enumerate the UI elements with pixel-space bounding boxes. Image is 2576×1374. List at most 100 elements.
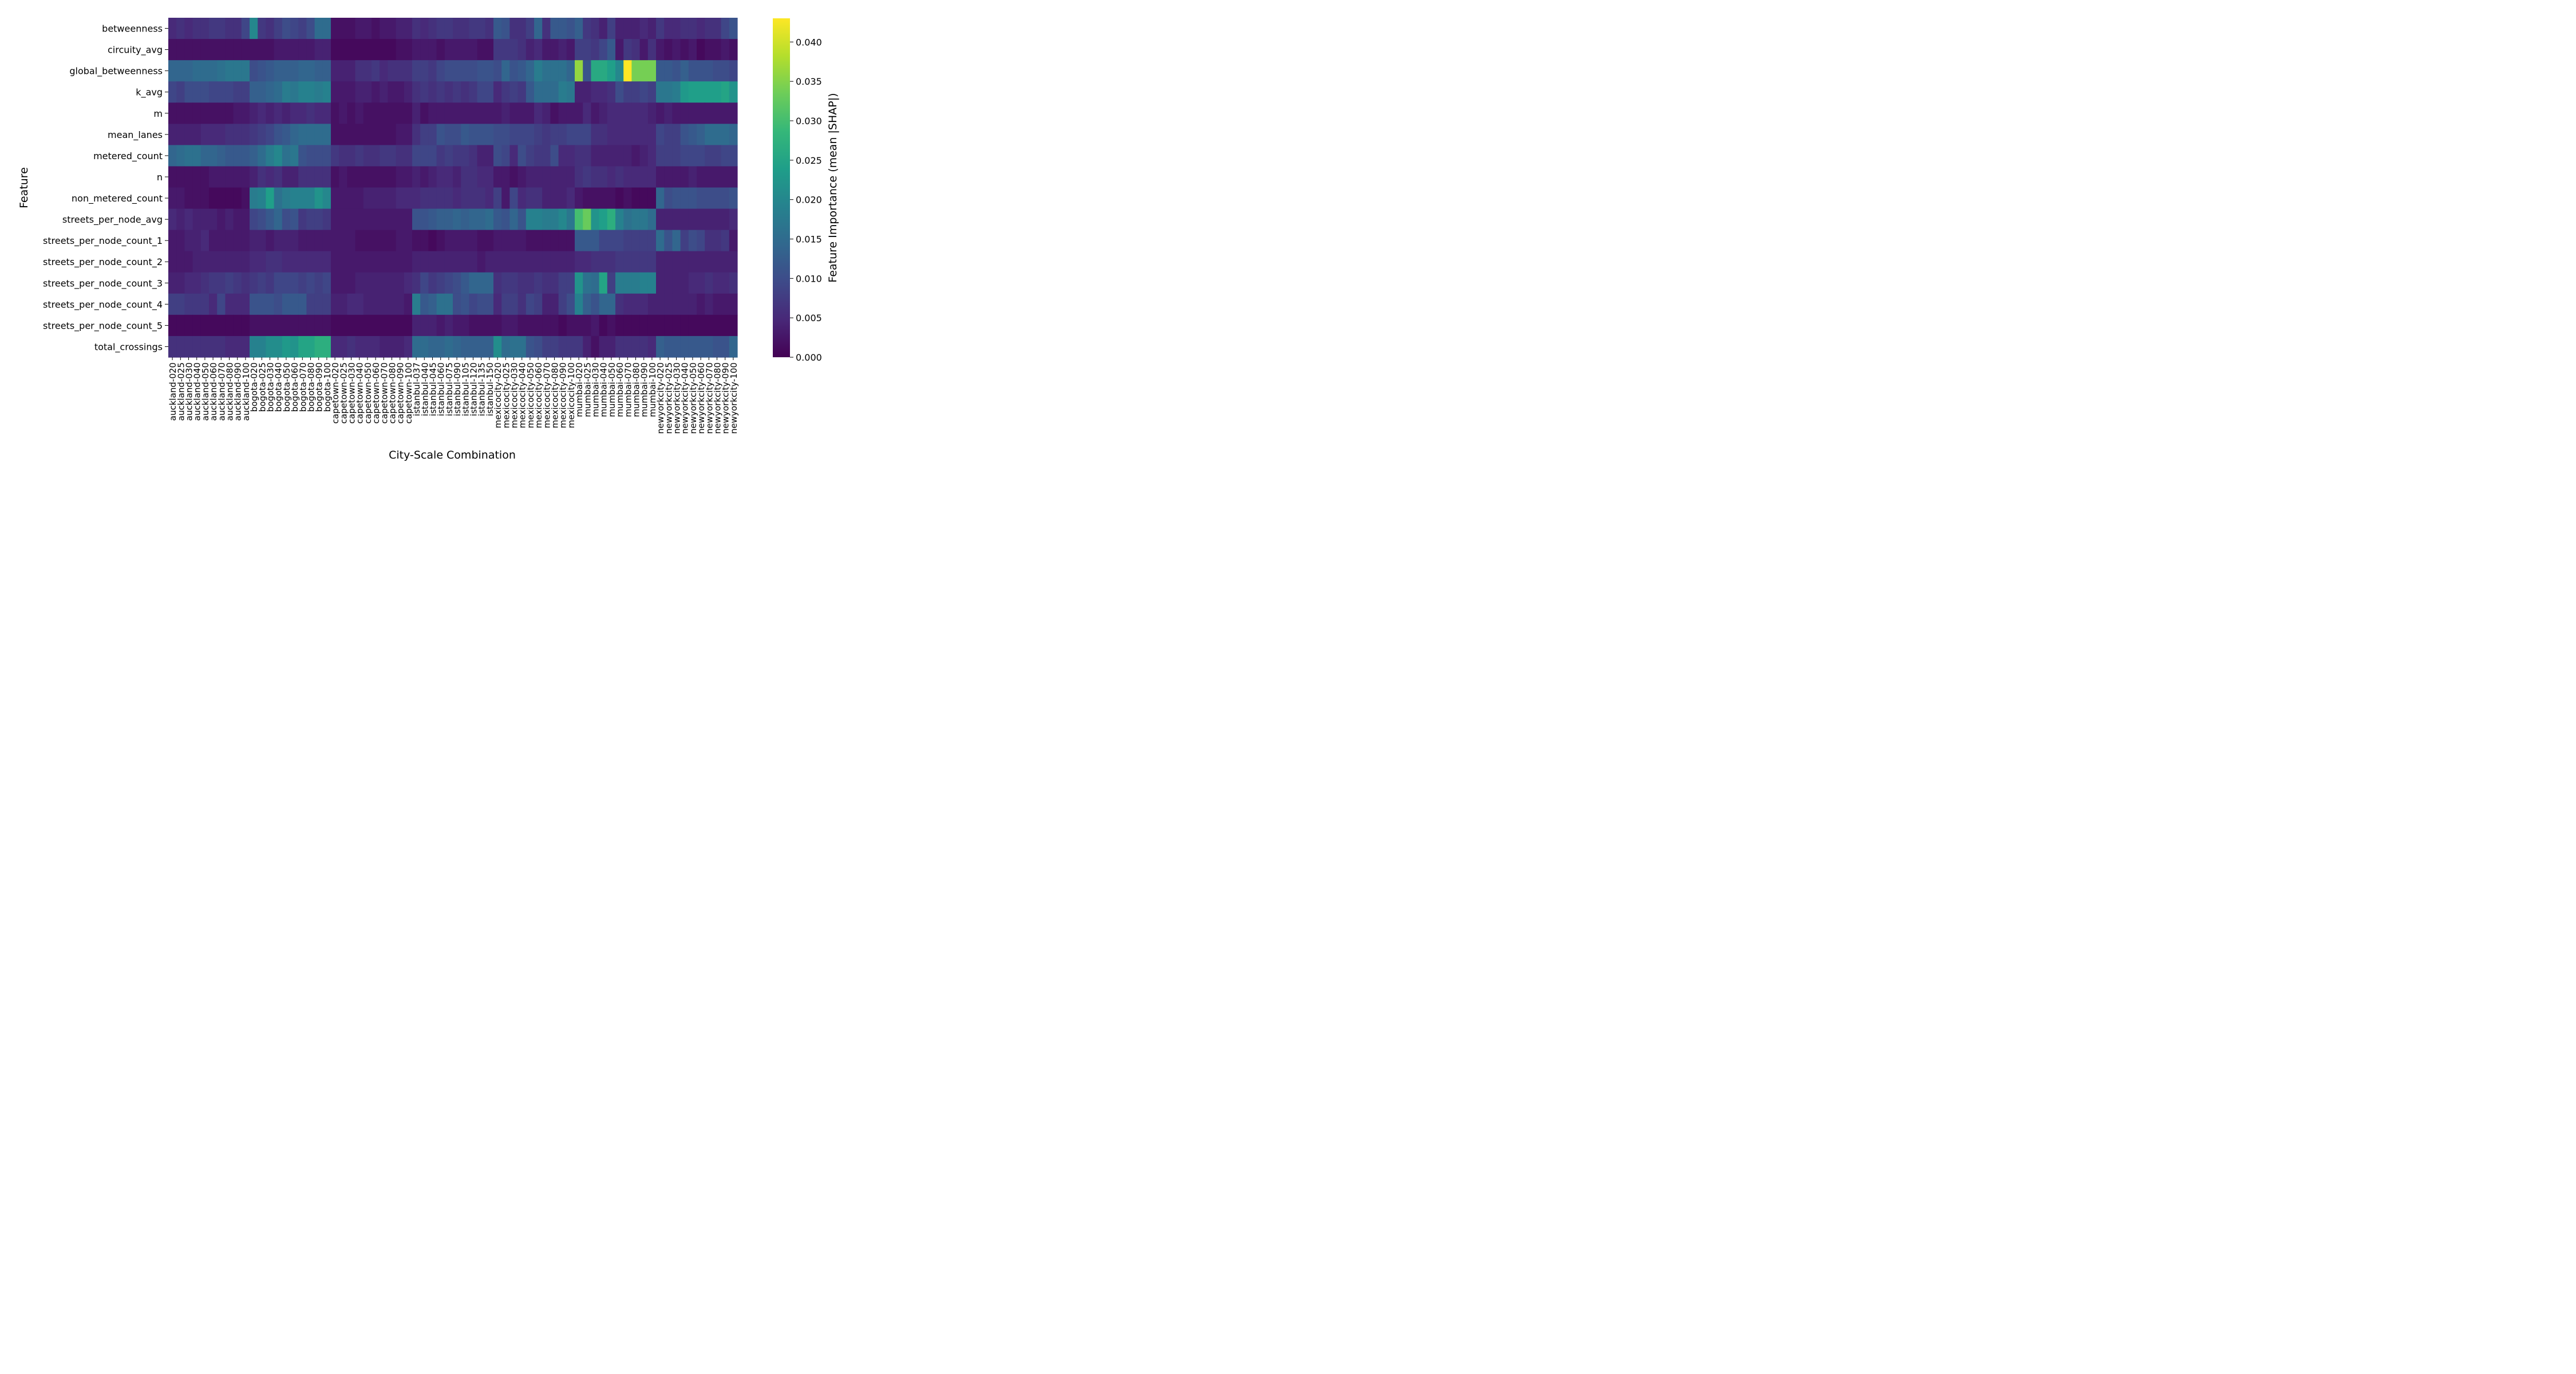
heatmap-cell (363, 81, 372, 103)
heatmap-cell (672, 335, 681, 358)
heatmap-cell (436, 314, 445, 337)
column-label: mumbai-060 (615, 362, 625, 417)
heatmap-cell (672, 39, 681, 61)
heatmap-cell (339, 145, 347, 167)
heatmap-cell (250, 251, 258, 273)
heatmap-cell (396, 230, 405, 252)
heatmap-cell (680, 60, 689, 82)
heatmap-cell (705, 102, 713, 124)
heatmap-cell (436, 293, 445, 315)
heatmap-cell (322, 230, 331, 252)
heatmap-cell (697, 314, 705, 337)
column-label: auckland-040 (192, 362, 203, 421)
heatmap-cell (599, 272, 608, 294)
heatmap-cell (372, 166, 380, 188)
heatmap-cell (526, 145, 535, 167)
heatmap-cell (209, 60, 218, 82)
heatmap-cell (388, 166, 397, 188)
heatmap-cell (542, 272, 551, 294)
heatmap-cell (355, 18, 364, 40)
heatmap-cell (583, 145, 591, 167)
heatmap-cell (534, 124, 543, 145)
heatmap-cell (388, 251, 397, 273)
heatmap-cell (599, 230, 608, 252)
heatmap-cell (372, 124, 380, 145)
row-label: metered_count (93, 151, 163, 162)
heatmap-cell (241, 81, 250, 103)
heatmap-cell (217, 102, 226, 124)
heatmap-cell (436, 166, 445, 188)
heatmap-cell (388, 230, 397, 252)
heatmap-cell (509, 272, 519, 294)
heatmap-cell (647, 81, 657, 103)
heatmap-cell (347, 18, 356, 40)
heatmap-cell (363, 251, 372, 273)
heatmap-cell (599, 145, 608, 167)
heatmap-cell (266, 208, 275, 231)
column-label: mumbai-030 (591, 362, 601, 417)
heatmap-cell (501, 81, 510, 103)
heatmap-cell (599, 208, 608, 231)
heatmap-cell (258, 208, 266, 231)
heatmap-cell (404, 39, 413, 61)
heatmap-cell (591, 166, 600, 188)
heatmap-cell (192, 39, 202, 61)
heatmap-cell (509, 81, 519, 103)
heatmap-cell (688, 187, 697, 210)
heatmap-cell (306, 335, 315, 358)
heatmap-cell (672, 60, 681, 82)
heatmap-cell (705, 166, 713, 188)
heatmap-cell (607, 18, 616, 40)
column-label: istanbul-090 (452, 362, 463, 416)
heatmap-cell (534, 293, 543, 315)
heatmap-cell (428, 39, 437, 61)
heatmap-cell (209, 230, 218, 252)
heatmap-cell (420, 230, 429, 252)
heatmap-cell (258, 102, 266, 124)
heatmap-cell (176, 251, 185, 273)
heatmap-cell (217, 145, 226, 167)
heatmap-cell (184, 166, 193, 188)
heatmap-cell (485, 314, 494, 337)
heatmap-cell (591, 251, 600, 273)
heatmap-cell (372, 314, 380, 337)
heatmap-cell (534, 166, 543, 188)
heatmap-cell (501, 39, 510, 61)
heatmap-cell (404, 102, 413, 124)
heatmap-cell (656, 208, 665, 231)
heatmap-cell (314, 335, 323, 358)
heatmap-cell (477, 272, 486, 294)
heatmap-cell (282, 18, 291, 40)
heatmap-cell (176, 18, 185, 40)
heatmap-cell (566, 272, 575, 294)
heatmap-cell (209, 314, 218, 337)
heatmap-cell (469, 39, 478, 61)
heatmap-cell (534, 314, 543, 337)
heatmap-cell (461, 102, 469, 124)
heatmap-cell (404, 81, 413, 103)
heatmap-cell (493, 124, 502, 145)
heatmap-cell (209, 102, 218, 124)
heatmap-cell (176, 335, 185, 358)
heatmap-cell (558, 335, 567, 358)
heatmap-cell (404, 272, 413, 294)
heatmap-cell (250, 335, 258, 358)
heatmap-cell (184, 102, 193, 124)
heatmap-cell (493, 272, 502, 294)
heatmap-cell (534, 272, 543, 294)
heatmap-cell (526, 335, 535, 358)
heatmap-cell (469, 124, 478, 145)
heatmap-cell (225, 60, 234, 82)
heatmap-cell (372, 18, 380, 40)
heatmap-cell (266, 335, 275, 358)
heatmap-cell (583, 18, 591, 40)
heatmap-cell (388, 145, 397, 167)
colorbar-tick-label: 0.010 (796, 273, 822, 284)
heatmap-cell (558, 166, 567, 188)
heatmap-cell (217, 272, 226, 294)
heatmap-cell (176, 39, 185, 61)
heatmap-cell (485, 335, 494, 358)
heatmap-cell (705, 18, 713, 40)
heatmap-cell (217, 230, 226, 252)
heatmap-cell (697, 208, 705, 231)
